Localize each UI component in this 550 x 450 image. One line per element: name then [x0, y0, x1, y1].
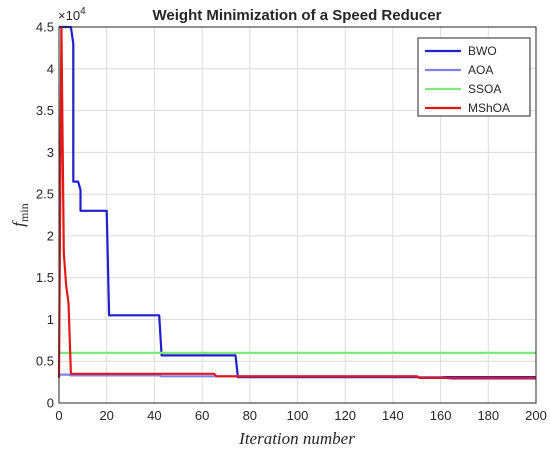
legend-label-mshoa: MShOA — [468, 101, 510, 115]
y-exponent-label: ×104 — [58, 6, 86, 23]
y-tick-label: 1.5 — [36, 270, 54, 285]
y-tick-label: 0 — [47, 396, 54, 411]
x-tick-label: 180 — [477, 408, 499, 423]
y-tick-label: 3 — [47, 145, 54, 160]
x-tick-label: 80 — [243, 408, 257, 423]
y-tick-label: 3.5 — [36, 103, 54, 118]
y-tick-label: 0.5 — [36, 354, 54, 369]
legend-label-ssoa: SSOA — [468, 82, 501, 96]
series-line-mshoa — [57, 25, 536, 379]
y-axis-label-main: f — [9, 220, 28, 227]
x-tick-label: 120 — [334, 408, 356, 423]
y-exponent-base: ×10 — [58, 8, 80, 23]
legend-label-aoa: AOA — [468, 63, 493, 77]
x-tick-label: 0 — [55, 408, 62, 423]
series-line-bwo — [59, 25, 536, 379]
y-tick-label: 2 — [47, 228, 54, 243]
x-axis-label: Iteration number — [238, 429, 355, 448]
x-tick-label: 60 — [195, 408, 209, 423]
x-tick-label: 140 — [382, 408, 404, 423]
legend-entries: BWO AOA SSOA MShOA — [425, 44, 510, 115]
legend-label-bwo: BWO — [468, 44, 497, 58]
x-tick-label: 40 — [147, 408, 161, 423]
y-tick-label: 4 — [47, 61, 54, 76]
plot-frame — [58, 26, 537, 404]
x-tick-label: 200 — [525, 408, 547, 423]
y-exponent-power: 4 — [80, 6, 86, 17]
y-axis-label-sub: min — [17, 203, 31, 222]
y-tick-labels: 0 0.5 1 1.5 2 2.5 3 3.5 4 4.5 — [36, 20, 54, 411]
svg-text:fmin: fmin — [9, 203, 31, 226]
y-tick-label: 4.5 — [36, 20, 54, 35]
y-tick-label: 2.5 — [36, 187, 54, 202]
legend: BWO AOA SSOA MShOA — [417, 37, 531, 117]
chart-title: Weight Minimization of a Speed Reducer — [153, 7, 442, 24]
x-tick-label: 160 — [430, 408, 452, 423]
y-axis-label: fmin — [9, 203, 31, 226]
y-tick-label: 1 — [47, 312, 54, 327]
x-tick-labels: 0 20 40 60 80 100 120 140 160 180 200 — [55, 408, 546, 423]
x-tick-label: 20 — [99, 408, 113, 423]
series-lines — [57, 25, 536, 380]
x-tick-label: 100 — [287, 408, 309, 423]
